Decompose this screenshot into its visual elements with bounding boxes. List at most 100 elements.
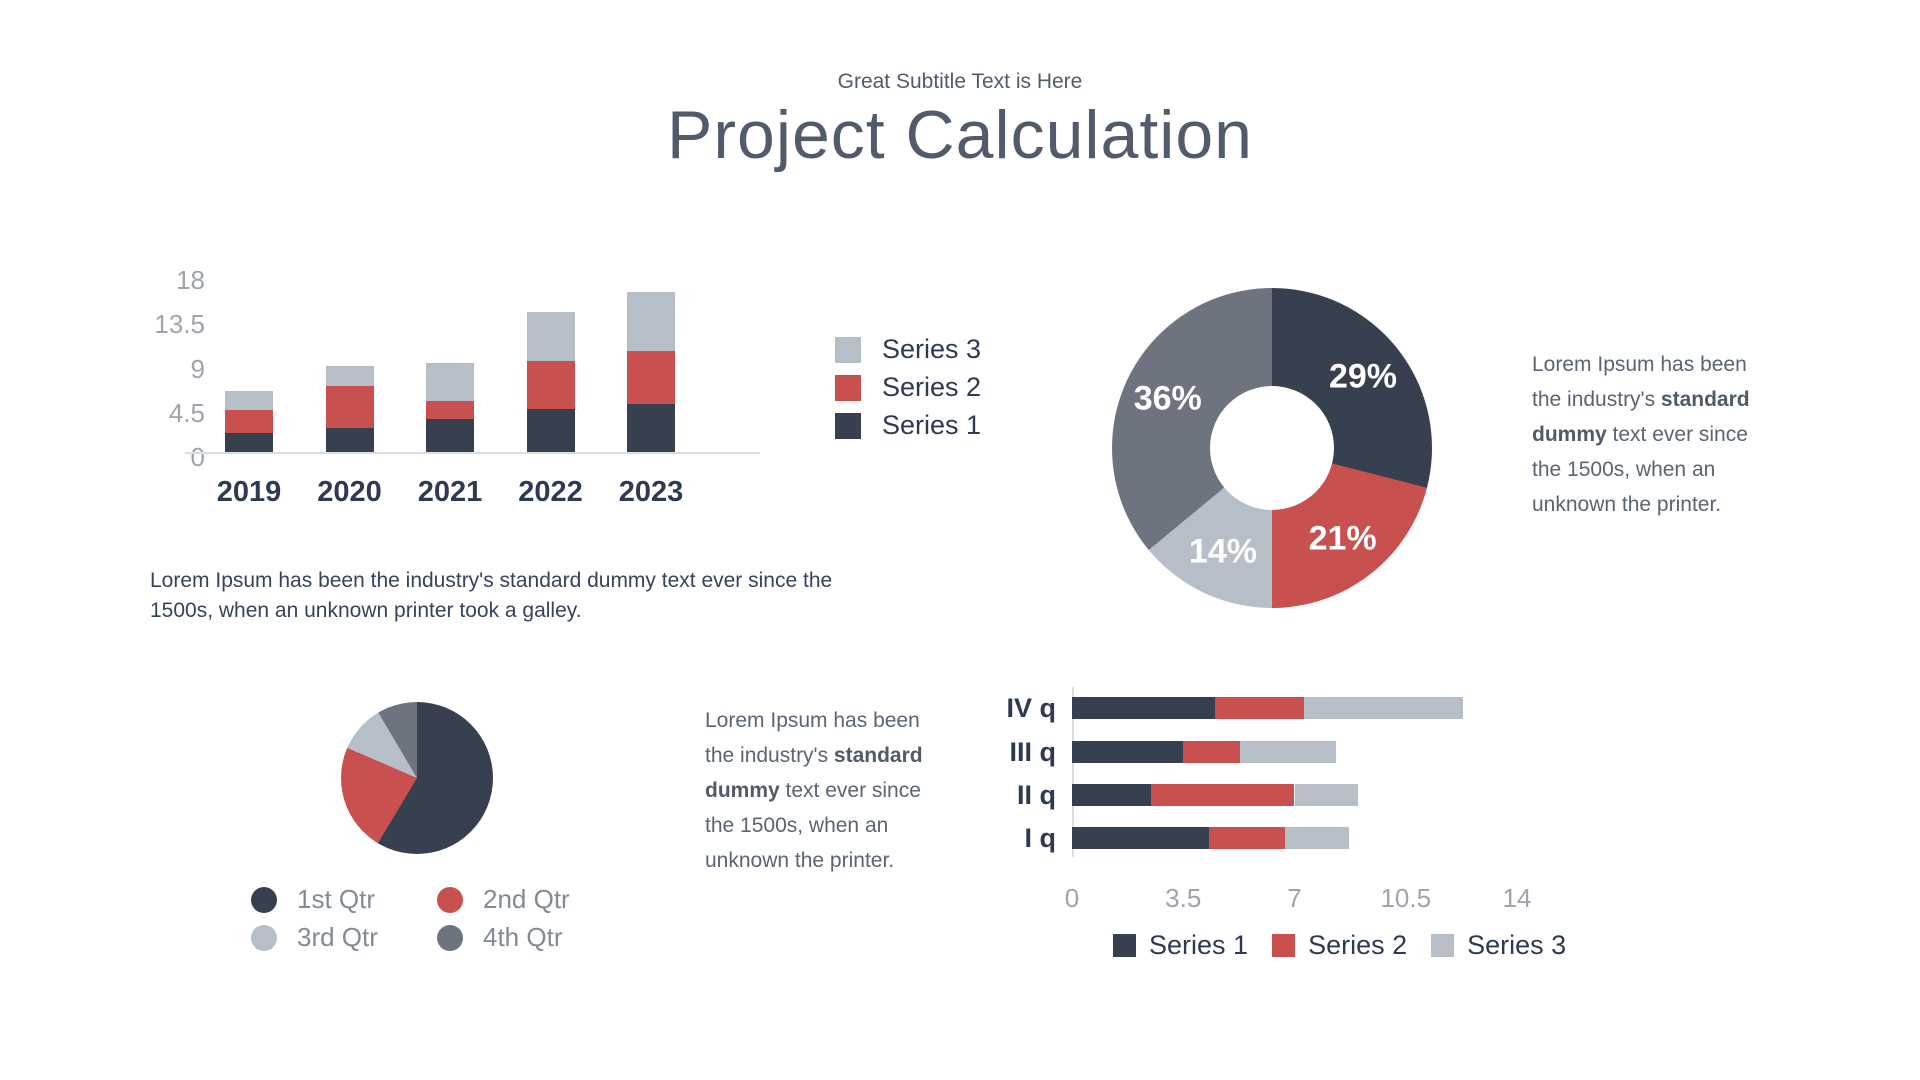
column-chart: 0 4.5 9 13.5 18 2019 2020 2021 2022 2023	[140, 265, 780, 515]
legend-swatch	[835, 374, 861, 401]
bar-segment	[325, 386, 374, 429]
x-axis-tick: 10.5	[1380, 883, 1432, 913]
pie-chart	[341, 702, 493, 854]
y-axis-tick: 4.5	[168, 397, 205, 428]
pie-chart-legend: 1st Qtr 2nd Qtr 3rd Qtr 4th Qtr	[251, 884, 570, 953]
right-text-post: text ever since the 1500s, when an unkno…	[1532, 423, 1748, 516]
y-axis-tick: 0	[190, 442, 205, 472]
legend-item: 1st Qtr	[251, 884, 437, 915]
legend-swatch	[251, 924, 277, 951]
legend-swatch	[251, 886, 277, 913]
bar-segment	[1072, 784, 1152, 806]
bar-segment	[1304, 697, 1463, 719]
y-axis-tick: 13.5	[154, 309, 205, 340]
center-text-pre: Lorem Ipsum has been the industry's	[705, 709, 920, 767]
x-axis-tick: 3.5	[1165, 883, 1202, 913]
legend-item: Series 1	[1113, 930, 1248, 961]
legend-swatch	[835, 336, 861, 363]
bar-segment	[1215, 697, 1305, 719]
bar-segment	[1183, 741, 1241, 763]
bar-segment	[225, 433, 273, 452]
legend-label: 1st Qtr	[297, 884, 376, 914]
center-text-post: text ever since the 1500s, when an unkno…	[705, 779, 921, 872]
legend-label: 2nd Qtr	[483, 884, 570, 914]
y-axis-tick: 9	[190, 353, 205, 384]
bar-segment	[426, 362, 474, 401]
x-axis-tick: 0	[1064, 883, 1080, 913]
bar-segment	[627, 350, 675, 404]
bar-segment	[426, 400, 474, 419]
x-axis-label: 2023	[618, 476, 684, 508]
pie-slice-label: 21%	[1308, 519, 1377, 558]
y-axis-tick: 18	[176, 265, 205, 296]
right-text-bold: standard dummy	[1532, 388, 1750, 446]
center-text-bold: standard dummy	[705, 744, 923, 802]
right-text-block: Lorem Ipsum has been the industry's stan…	[1532, 347, 1762, 522]
bar-segment	[1072, 741, 1184, 763]
bar-segment	[526, 408, 575, 452]
bar-segment	[627, 291, 675, 351]
left-paragraph-line2: 1500s, when an unknown printer took a ga…	[150, 599, 582, 622]
y-axis-label: IV q	[1006, 693, 1056, 723]
legend-swatch	[437, 886, 463, 913]
legend-label: Series 3	[1467, 930, 1567, 960]
legend-item: Series 3	[835, 334, 981, 365]
x-axis-tick: 7	[1287, 883, 1302, 913]
legend-item: Series 2	[835, 372, 981, 403]
x-axis-tick: 14	[1502, 883, 1532, 913]
hbar-chart: IV q III q II q I q 0 3.5 7 10.5 14	[1006, 685, 1600, 920]
legend-item: Series 1	[835, 410, 981, 441]
y-axis-label: III q	[1009, 737, 1057, 767]
y-axis-label: II q	[1017, 780, 1056, 810]
bar-segment	[627, 403, 675, 452]
center-text-block: Lorem Ipsum has been the industry's stan…	[705, 703, 940, 878]
legend-label: 3rd Qtr	[297, 922, 378, 952]
legend-item: Series 2	[1272, 930, 1407, 961]
bar-segment	[1072, 827, 1209, 849]
bar-segment	[1294, 784, 1359, 806]
bar-segment	[526, 312, 575, 361]
right-text-pre: Lorem Ipsum has been the industry's	[1532, 353, 1747, 411]
bar-segment	[325, 366, 374, 387]
left-paragraph-line1: Lorem Ipsum has been the industry's stan…	[150, 569, 833, 592]
legend-item: 2nd Qtr	[437, 884, 570, 915]
y-axis-label: I q	[1024, 823, 1057, 853]
x-axis-label: 2019	[216, 476, 282, 508]
x-axis-label: 2021	[417, 476, 483, 508]
legend-swatch	[1272, 934, 1296, 957]
bar-segment	[426, 418, 474, 452]
pie-slice-label: 29%	[1328, 357, 1398, 396]
x-axis-label: 2020	[317, 476, 382, 508]
x-axis-line	[185, 452, 760, 454]
legend-item: Series 3	[1431, 930, 1566, 961]
column-chart-legend: Series 3 Series 2 Series 1	[835, 334, 981, 441]
bar-segment	[225, 391, 273, 410]
legend-swatch	[1431, 934, 1455, 957]
legend-swatch	[835, 412, 861, 439]
bar-segment	[1240, 741, 1336, 763]
legend-item: 4th Qtr	[437, 922, 570, 953]
legend-label: Series 2	[882, 372, 982, 402]
donut-chart: 29% 21% 14% 36%	[1112, 288, 1432, 608]
legend-item: 3rd Qtr	[251, 922, 437, 953]
bar-segment	[526, 360, 575, 409]
left-paragraph: Lorem Ipsum has been the industry's stan…	[150, 566, 950, 626]
pie-slice-label: 36%	[1133, 379, 1202, 418]
legend-label: Series 3	[882, 334, 982, 364]
bar-segment	[1151, 784, 1295, 806]
bar-segment	[1208, 827, 1285, 849]
bar-segment	[1072, 697, 1216, 719]
y-axis-line	[1072, 687, 1074, 857]
bar-segment	[225, 409, 273, 434]
slide-title: Project Calculation	[667, 97, 1253, 173]
hbar-chart-legend: Series 1 Series 2 Series 3	[1113, 930, 1566, 961]
x-axis-label: 2022	[518, 476, 583, 508]
bar-segment	[325, 428, 374, 452]
legend-swatch	[1113, 934, 1136, 957]
pie-disc	[341, 702, 493, 854]
legend-label: Series 2	[1308, 930, 1408, 960]
pie-slice-label: 14%	[1188, 532, 1257, 571]
slide-subtitle: Great Subtitle Text is Here	[837, 70, 1083, 93]
donut-hole	[1209, 385, 1335, 511]
